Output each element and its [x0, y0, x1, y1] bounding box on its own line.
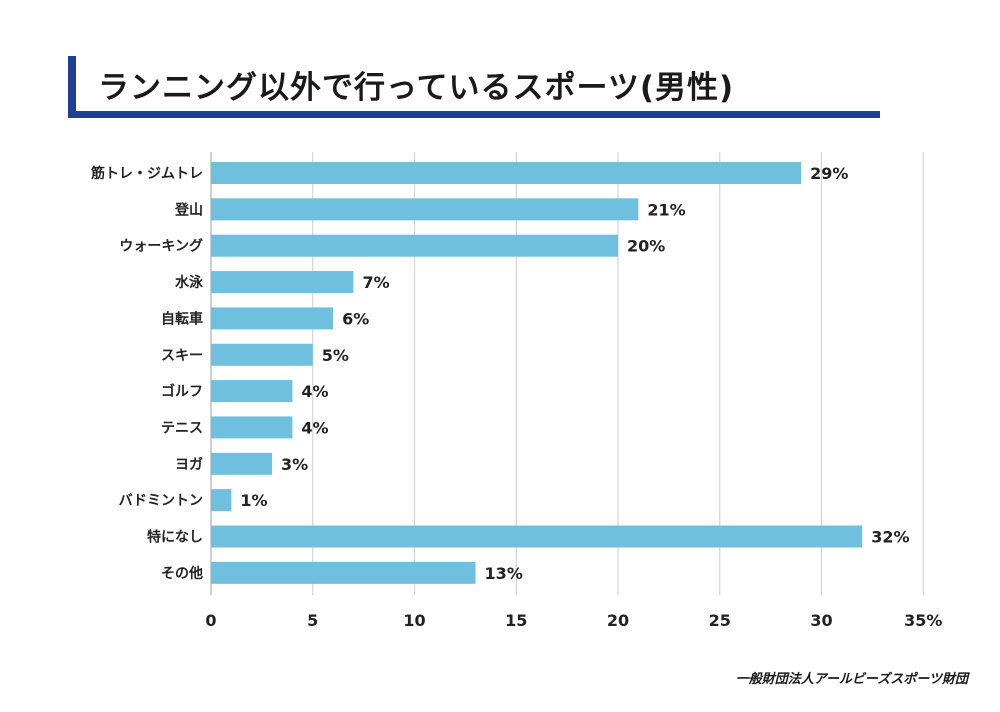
data-label: 20%	[627, 237, 665, 256]
footer-credit: 一般財団法人アールビーズスポーツ財団	[735, 672, 968, 687]
data-label: 4%	[301, 382, 328, 401]
category-label: ゴルフ	[161, 383, 203, 400]
category-label: 筋トレ・ジムトレ	[91, 165, 203, 182]
data-label: 3%	[281, 455, 308, 474]
category-label: バドミントン	[119, 493, 203, 509]
bar	[211, 343, 313, 366]
category-label: スキー	[161, 348, 203, 364]
bar	[211, 271, 354, 294]
bar	[211, 234, 618, 257]
data-label: 21%	[647, 200, 685, 219]
title-block: ランニング以外で行っているスポーツ(男性)	[68, 56, 880, 118]
data-label: 1%	[240, 491, 267, 510]
data-label: 6%	[342, 309, 369, 328]
x-tick-label: 10	[403, 611, 425, 630]
category-label: ウォーキング	[119, 238, 203, 255]
category-label: 特になし	[147, 529, 203, 546]
bar	[211, 416, 293, 439]
bar	[211, 525, 863, 548]
category-label: その他	[161, 565, 203, 582]
bar	[211, 307, 334, 330]
x-tick-label: 35%	[904, 611, 942, 630]
x-tick-label: 15	[505, 611, 527, 630]
data-label: 13%	[485, 564, 523, 583]
category-label: 自転車	[161, 310, 203, 327]
data-label: 32%	[871, 528, 909, 547]
category-label: テニス	[161, 420, 203, 436]
x-tick-label: 30	[810, 611, 832, 630]
x-tick-label: 20	[607, 611, 629, 630]
data-label: 29%	[810, 164, 848, 183]
bar	[211, 489, 232, 512]
bar	[211, 561, 476, 584]
data-label: 4%	[301, 418, 328, 437]
category-label: 登山	[174, 201, 203, 218]
bar	[211, 198, 639, 221]
category-label: 水泳	[175, 274, 204, 291]
chart-title: ランニング以外で行っているスポーツ(男性)	[98, 70, 735, 106]
title-accent-bar	[68, 56, 76, 118]
data-label: 7%	[362, 273, 389, 292]
title-underline	[68, 111, 880, 118]
data-label: 5%	[322, 346, 349, 365]
category-label: ヨガ	[175, 457, 203, 473]
x-tick-label: 5	[307, 611, 318, 630]
bar	[211, 452, 273, 475]
bar	[211, 380, 293, 403]
bar	[211, 162, 802, 184]
x-tick-label: 25	[709, 611, 731, 630]
x-tick-label: 0	[205, 611, 216, 630]
